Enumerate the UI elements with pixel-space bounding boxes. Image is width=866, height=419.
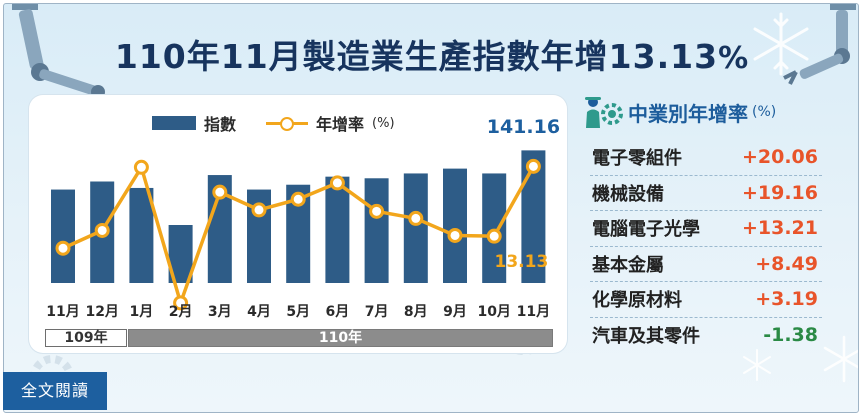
legend-bar-swatch — [152, 116, 196, 130]
industry-header: 中業別年增率 (%) — [584, 92, 776, 132]
chart-point — [486, 228, 502, 244]
x-tick-label: 12月 — [85, 304, 118, 320]
chart-bar — [482, 173, 507, 283]
industry-value: -1.38 — [763, 324, 818, 347]
chart-point — [251, 202, 267, 218]
chart-point — [212, 184, 228, 200]
legend-line-label: 年增率 — [316, 115, 365, 134]
list-item: 汽車及其零件 -1.38 — [590, 318, 822, 354]
last-point-data-label: 13.13 — [495, 252, 549, 272]
legend-bar-label: 指數 — [204, 115, 237, 134]
chart-point — [525, 158, 541, 174]
chart-bar — [443, 168, 467, 283]
chart-bar — [51, 189, 75, 283]
industry-value: +3.19 — [755, 288, 818, 311]
last-bar-data-label: 141.16 — [487, 116, 560, 138]
chart-point — [447, 227, 463, 243]
industry-unit: (%) — [752, 104, 777, 120]
x-tick-label: 11月 — [517, 304, 550, 320]
chart-bar — [325, 176, 350, 283]
chart-point — [369, 203, 385, 219]
x-tick-label: 5月 — [286, 304, 310, 320]
x-tick-label: 10月 — [477, 304, 510, 320]
chart-point — [133, 159, 149, 175]
x-tick-label: 2月 — [169, 304, 193, 320]
chart-point — [408, 210, 424, 226]
industry-value: +13.21 — [741, 217, 818, 240]
industry-name: 基本金屬 — [592, 254, 664, 276]
full-text-button[interactable]: 全文閱讀 — [3, 372, 107, 410]
industry-name: 化學原材料 — [592, 290, 682, 312]
x-tick-label: 6月 — [326, 304, 350, 320]
chart-bar — [403, 173, 428, 283]
list-item: 基本金屬 +8.49 — [590, 247, 822, 282]
x-tick-label: 3月 — [208, 304, 232, 320]
chart-point — [173, 295, 189, 311]
list-item: 化學原材料 +3.19 — [590, 282, 822, 318]
x-tick-label: 8月 — [404, 304, 428, 320]
list-item: 機械設備 +19.16 — [590, 176, 822, 211]
page-title: 110年11月製造業生產指數年增13.13% — [114, 37, 750, 76]
year-band-110: 110年 — [128, 329, 553, 347]
industry-name: 電腦電子光學 — [592, 219, 700, 241]
chart-point — [94, 222, 110, 238]
industry-title: 中業別年增率 — [628, 101, 748, 126]
snowflake-icon — [753, 12, 809, 76]
chart-bar — [129, 187, 154, 283]
x-tick-label: 9月 — [443, 304, 467, 320]
industry-value: +20.06 — [741, 146, 818, 169]
chart-bar — [364, 178, 389, 283]
list-item: 電腦電子光學 +13.21 — [590, 211, 822, 247]
snowflake-icon — [743, 349, 771, 381]
legend-line-swatch — [266, 116, 309, 131]
x-tick-label: 11月 — [46, 304, 79, 320]
chart-legend: 指數 年增率 (%) — [152, 112, 395, 134]
chart-point — [55, 240, 71, 256]
industry-value: +19.16 — [741, 181, 818, 204]
snowflake-icon — [823, 335, 858, 383]
year-band-109: 109年 — [45, 329, 127, 347]
legend-line-unit: (%) — [372, 115, 395, 131]
chart-point — [290, 191, 306, 207]
chart-point — [329, 175, 345, 191]
x-tick-label: 1月 — [130, 304, 154, 320]
robot-arm-icon — [783, 4, 856, 85]
industry-name: 電子零組件 — [592, 148, 682, 170]
industry-name: 機械設備 — [592, 183, 664, 205]
industry-name: 汽車及其零件 — [592, 326, 700, 348]
x-tick-label: 4月 — [247, 304, 271, 320]
list-item: 電子零組件 +20.06 — [590, 140, 822, 176]
industry-list: 電子零組件 +20.06 機械設備 +19.16 電腦電子光學 +13.21 基… — [590, 140, 822, 353]
x-tick-label: 7月 — [365, 304, 389, 320]
worker-gear-icon — [585, 97, 623, 128]
industry-value: +8.49 — [755, 252, 818, 275]
